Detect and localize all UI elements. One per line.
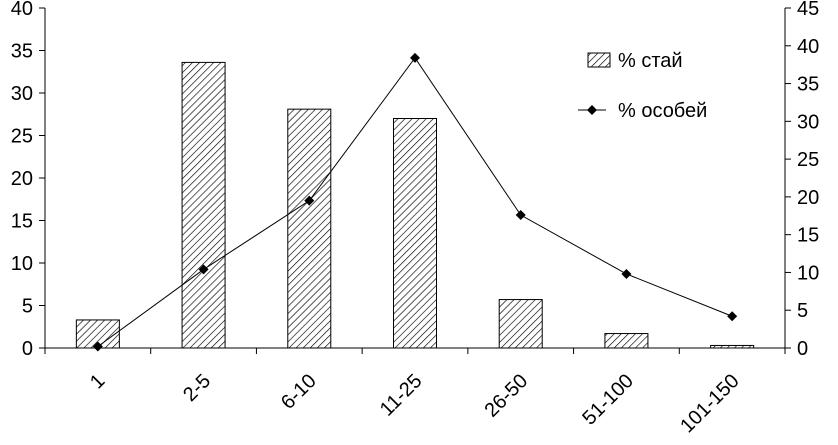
right-tick-label: 35 [797,74,819,96]
right-tick-label: 25 [797,149,819,171]
left-tick-label: 10 [11,253,33,275]
left-tick-label: 5 [22,296,33,318]
left-tick-label: 15 [11,211,33,233]
bar [75,319,120,349]
left-tick-label: 20 [11,168,33,190]
legend: % стай % особей [578,50,707,122]
point-marker [621,268,632,279]
bar [393,118,437,349]
right-tick-label: 0 [797,338,808,360]
x-tick-label: 11-25 [376,370,427,421]
bar [710,344,755,349]
left-tick-label: 40 [11,0,33,20]
point-marker [304,195,315,206]
left-tick-label: 30 [11,83,33,105]
left-tick-label: 35 [11,41,33,63]
bar [287,108,332,349]
x-tick-label: 2-5 [179,370,215,406]
right-tick-label: 40 [797,36,819,58]
point-marker [727,311,738,322]
point-marker [92,341,103,352]
right-tick-label: 30 [797,111,819,133]
legend-line-label: % особей [618,100,707,122]
left-axis-ticks: 0 5 10 15 20 25 30 35 40 [11,0,45,360]
x-axis-labels: 1 2-5 6-10 11-25 26-50 51-100 101-150 [86,370,744,437]
right-tick-label: 20 [797,187,819,209]
x-tick-label: 26-50 [481,370,533,422]
right-tick-label: 5 [797,300,808,322]
right-tick-label: 15 [797,225,819,247]
x-tick-label: 51-100 [578,370,638,430]
left-tick-label: 0 [22,338,33,360]
right-tick-label: 10 [797,262,819,284]
legend-bar-label: % стай [618,50,683,72]
left-tick-label: 25 [11,126,33,148]
point-marker [515,210,526,221]
bar-series [75,61,755,349]
legend-bar-swatch [587,52,611,68]
legend-line-marker [587,105,597,115]
right-tick-label: 45 [797,0,819,20]
point-marker [410,52,420,63]
bar [498,299,543,349]
bar [604,333,649,349]
x-tick-label: 101-150 [676,370,743,437]
point-marker [198,264,209,275]
right-axis-ticks: 0 5 10 15 20 25 30 35 40 45 [785,0,819,360]
line-series [92,52,738,352]
x-tick-label: 1 [86,370,109,393]
x-tick-label: 6-10 [277,370,321,414]
bar [181,61,226,349]
